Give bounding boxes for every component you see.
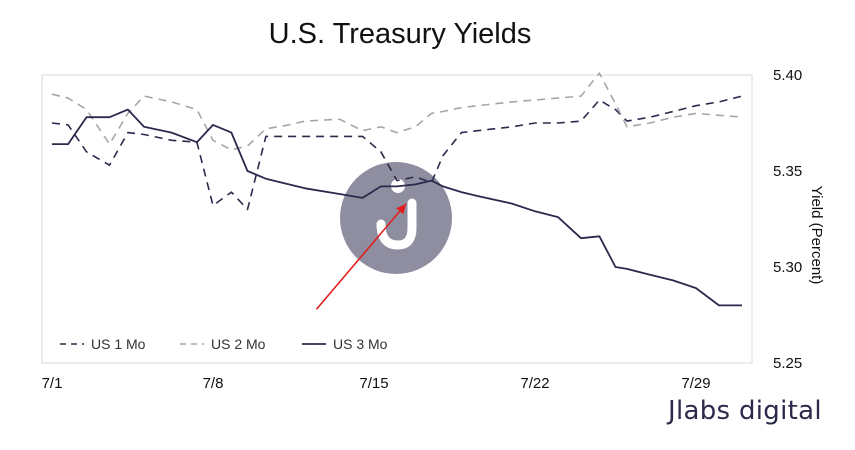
annotation-arrowhead	[396, 203, 407, 215]
x-tick-label: 7/15	[359, 375, 388, 392]
x-tick-label: 7/8	[203, 375, 224, 392]
chart-title: U.S. Treasury Yields	[268, 18, 532, 50]
series-line-3	[52, 108, 742, 307]
annotation-arrow	[315, 203, 407, 310]
brand-logo: Jlabs digital	[668, 396, 822, 426]
y-tick-label: 5.40	[773, 67, 802, 84]
legend-label: US 2 Mo	[211, 336, 266, 352]
y-tick-label: 5.30	[773, 259, 802, 276]
x-tick-label: 7/1	[42, 375, 63, 392]
x-tick-label: 7/22	[520, 375, 549, 392]
y-tick-label: 5.35	[773, 163, 802, 180]
plot-frame	[41, 74, 753, 364]
series-line-1	[51, 95, 743, 211]
jlabs-logo-icon	[340, 162, 452, 274]
y-tick-label: 5.25	[773, 355, 802, 372]
x-tick-label: 7/29	[681, 375, 710, 392]
legend-label: US 1 Mo	[91, 336, 146, 352]
y-axis-title: Yield (Percent)	[808, 186, 825, 285]
series-line-2	[51, 72, 743, 151]
legend-label: US 3 Mo	[333, 336, 388, 352]
